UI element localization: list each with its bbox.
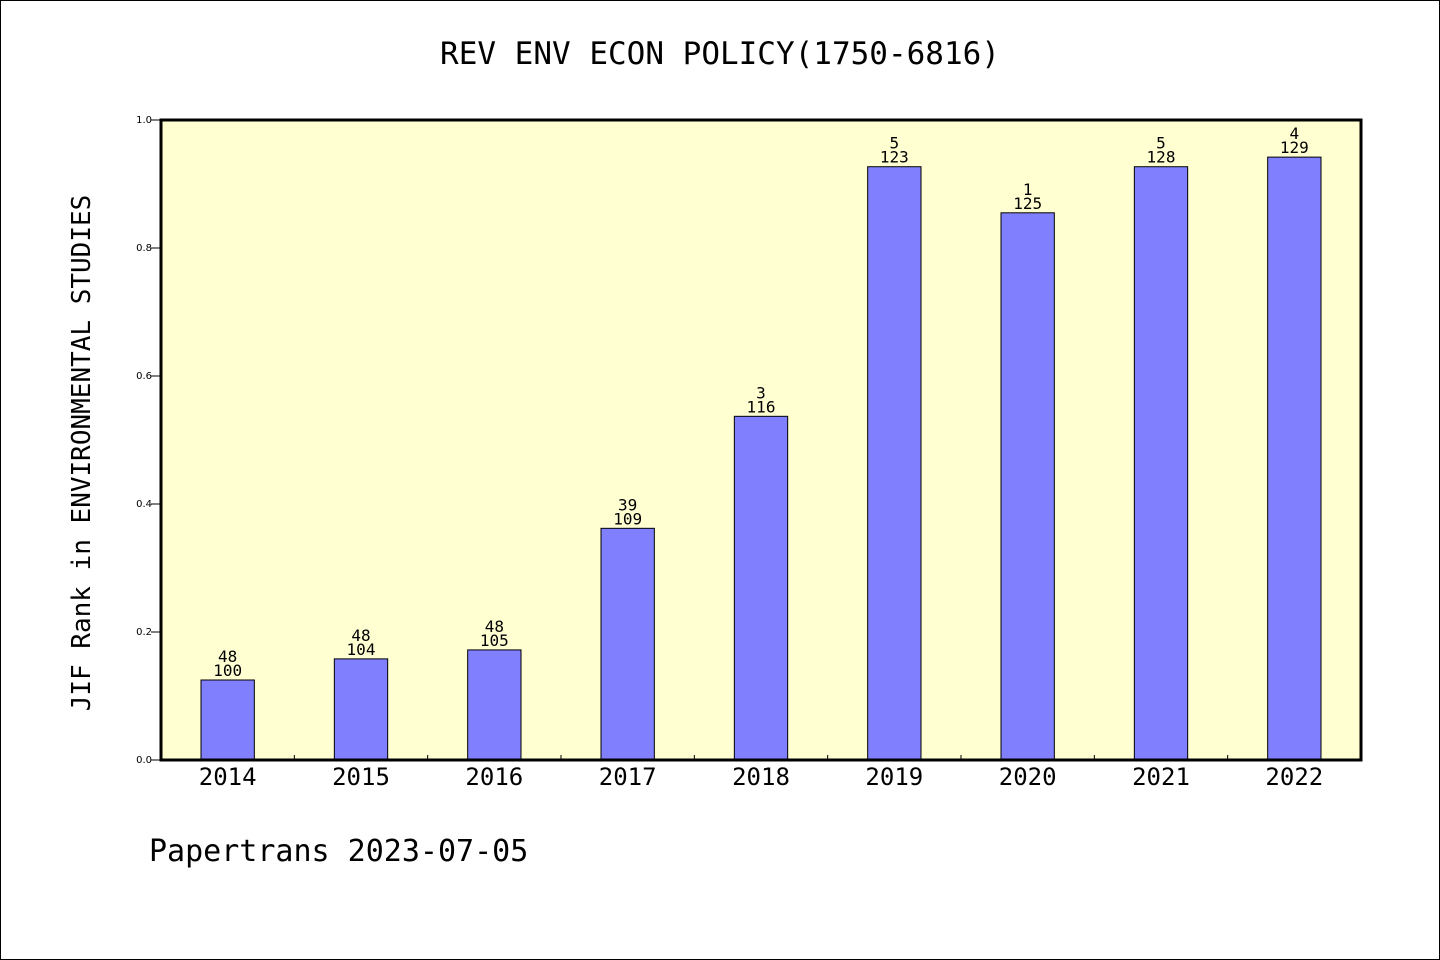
total-label-2014: 100 [213, 661, 242, 680]
y-tick-label: 0.4 [136, 499, 152, 510]
y-tick-label: 0.6 [136, 371, 152, 382]
total-label-2016: 105 [480, 631, 509, 650]
rank-label-2022: 4 [1290, 124, 1300, 143]
x-tick-label-2021: 2021 [1132, 763, 1190, 791]
bar-2017 [600, 527, 655, 761]
bar-2015 [333, 658, 389, 761]
total-label-2015: 104 [347, 640, 376, 659]
bar-2019 [867, 166, 922, 761]
x-tick-label-2020: 2020 [999, 763, 1057, 791]
total-label-2021: 128 [1147, 148, 1176, 167]
total-label-2019: 123 [880, 148, 909, 167]
x-tick-label-2015: 2015 [332, 763, 390, 791]
x-ticks-group: 2014 2015 2016 2017 2018 2019 2020 2021 2022 [199, 755, 1323, 791]
rank-label-2018: 3 [756, 383, 766, 402]
rank-label-2021: 5 [1156, 134, 1166, 153]
total-label-2018: 116 [747, 397, 776, 416]
x-tick-label-2014: 2014 [199, 763, 257, 791]
y-tick-label: 0.0 [136, 755, 152, 766]
chart-title: REV ENV ECON POLICY(1750-6816) [440, 36, 1000, 72]
total-label-2022: 129 [1280, 138, 1309, 157]
footer-text: Papertrans 2023-07-05 [149, 834, 529, 869]
rank-label-2017: 39 [618, 495, 637, 514]
y-ticks-group: 0.0 0.2 0.4 0.6 0.8 1.0 [136, 115, 161, 766]
plot-border [159, 118, 1363, 762]
y-tick-label: 0.8 [136, 243, 152, 254]
bar-2020 [1000, 212, 1055, 761]
y-tick-label: 0.2 [136, 627, 152, 638]
x-tick-label-2017: 2017 [599, 763, 657, 791]
bar-2022 [1267, 156, 1322, 761]
total-label-2020: 125 [1013, 194, 1042, 213]
rank-label-2020: 1 [1023, 180, 1033, 199]
bar-2016 [467, 649, 522, 761]
total-label-2017: 109 [613, 509, 642, 528]
x-tick-label-2016: 2016 [465, 763, 523, 791]
bar-2018 [733, 415, 789, 761]
x-tick-label-2019: 2019 [865, 763, 923, 791]
bar-2014 [200, 679, 255, 761]
x-tick-label-2022: 2022 [1265, 763, 1323, 791]
rank-label-2014: 48 [218, 647, 237, 666]
rank-label-2019: 5 [890, 134, 900, 153]
bars-group [200, 156, 1322, 761]
y-tick-label: 1.0 [136, 115, 152, 126]
rank-label-2016: 48 [485, 617, 504, 636]
bar-2021 [1133, 166, 1189, 761]
y-axis-label: JIF Rank in ENVIRONMENTAL STUDIES [67, 195, 97, 712]
rank-label-2015: 48 [351, 626, 370, 645]
x-tick-label-2018: 2018 [732, 763, 790, 791]
